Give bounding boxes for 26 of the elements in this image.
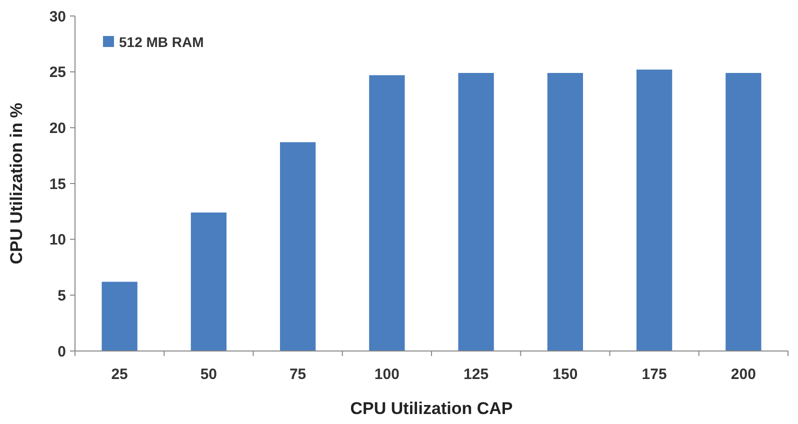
y-axis-title: CPU Utilization in % xyxy=(7,102,26,264)
bar xyxy=(280,142,316,351)
legend-label: 512 MB RAM xyxy=(119,34,204,50)
x-tick-label: 75 xyxy=(289,366,306,383)
x-tick-label: 150 xyxy=(552,366,578,383)
x-axis-title: CPU Utilization CAP xyxy=(350,399,513,418)
bar xyxy=(458,72,494,351)
x-tick-label: 100 xyxy=(374,366,400,383)
y-tick-label: 0 xyxy=(58,343,66,360)
x-tick-label: 50 xyxy=(200,366,218,383)
bar xyxy=(726,72,762,351)
y-tick-label: 30 xyxy=(49,8,66,26)
bar xyxy=(190,212,227,351)
y-tick-label: 10 xyxy=(49,232,66,249)
bar xyxy=(102,282,138,351)
y-tick-label: 25 xyxy=(49,64,66,82)
x-tick-label: 125 xyxy=(464,366,489,383)
bar xyxy=(369,75,405,351)
x-tick-label: 200 xyxy=(730,366,756,383)
y-tick-label: 5 xyxy=(58,287,66,304)
x-tick-label: 175 xyxy=(642,366,667,383)
y-tick-label: 15 xyxy=(49,176,66,193)
bar xyxy=(636,70,672,351)
x-tick-label: 25 xyxy=(111,366,128,383)
bar xyxy=(547,72,584,351)
y-tick-label: 20 xyxy=(49,120,66,137)
